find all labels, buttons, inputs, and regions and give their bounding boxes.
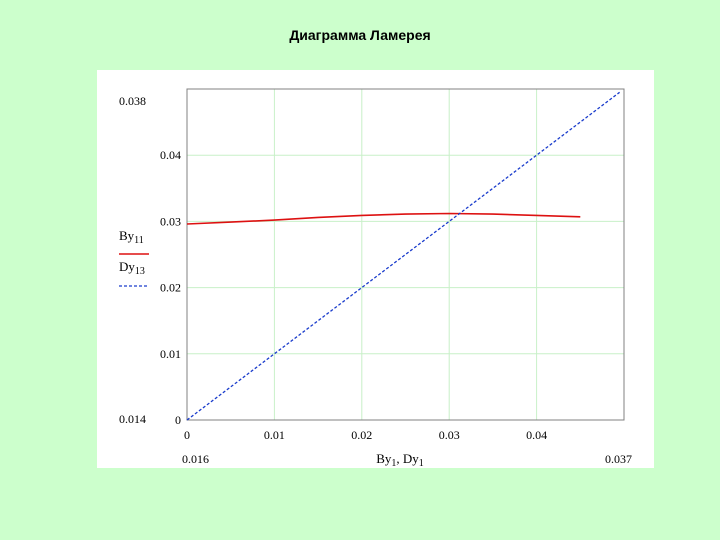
chart-panel: 0 0.01 0.02 0.03 0.04 0 0.01 0.02 0.03 0.04 0.03… — [97, 70, 654, 468]
chart-title: Диаграмма Ламерея — [289, 27, 431, 43]
x-tick-label: 0.03 — [439, 428, 460, 442]
series-line-dy13 — [186, 91, 620, 421]
y-axis: 0 0.01 0.02 0.03 0.04 — [160, 148, 181, 427]
corner-label-x-min: 0.016 — [182, 452, 209, 466]
y-tick-label: 0.02 — [160, 281, 181, 295]
x-axis: 0 0.01 0.02 0.03 0.04 — [184, 428, 547, 442]
y-tick-label: 0.01 — [160, 347, 181, 361]
x-tick-label: 0.02 — [351, 428, 372, 442]
legend-label-by11: By11 — [119, 228, 144, 246]
x-tick-label: 0 — [184, 428, 190, 442]
y-tick-label: 0.04 — [160, 148, 181, 162]
corner-label-x-max: 0.037 — [605, 452, 632, 466]
legend: By11 Dy13 — [119, 228, 149, 287]
y-tick-label: 0.03 — [160, 214, 181, 228]
plot-area — [186, 88, 625, 421]
corner-label-y-min: 0.014 — [119, 412, 146, 426]
y-tick-label: 0 — [175, 413, 181, 427]
x-axis-label: By1, Dy1 — [376, 451, 424, 468]
x-tick-label: 0.01 — [264, 428, 285, 442]
x-tick-label: 0.04 — [526, 428, 547, 442]
legend-label-dy13: Dy13 — [119, 259, 145, 277]
series-line-by11 — [186, 212, 581, 225]
lamerey-diagram: 0 0.01 0.02 0.03 0.04 0 0.01 0.02 0.03 0.04 0.03… — [119, 88, 632, 468]
series-layer — [186, 91, 620, 421]
corner-label-y-max: 0.038 — [119, 94, 146, 108]
